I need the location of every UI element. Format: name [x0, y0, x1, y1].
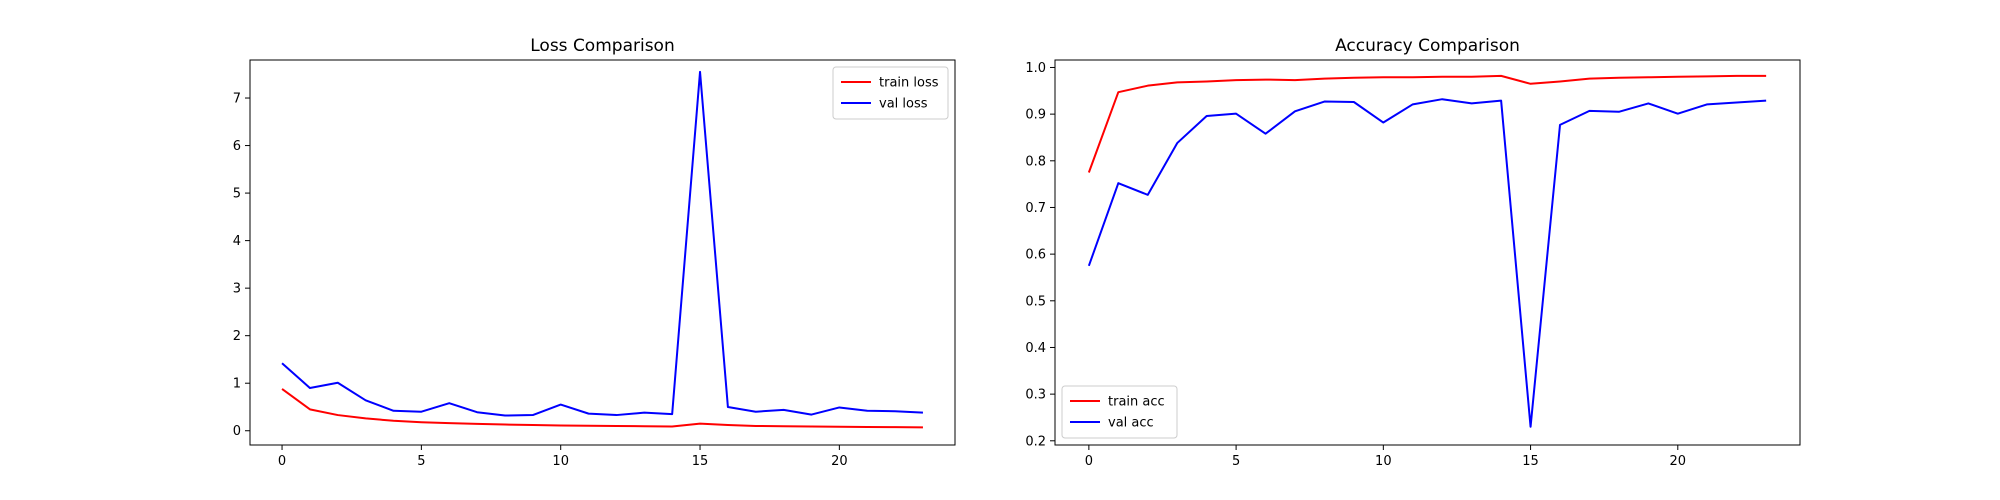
- x-tick-label: 5: [417, 454, 425, 469]
- legend: train acc val acc: [1061, 385, 1178, 439]
- x-tick-label: 20: [1670, 454, 1687, 469]
- y-tick-label: 0.9: [1025, 108, 1046, 123]
- x-tick-label: 20: [831, 454, 848, 469]
- x-tick-label: 15: [1522, 454, 1539, 469]
- y-tick-label: 1.0: [1025, 61, 1046, 76]
- y-tick-label: 3: [233, 282, 241, 297]
- y-tick-label: 0.6: [1025, 248, 1046, 263]
- x-tick-label: 10: [1375, 454, 1392, 469]
- axes-frame: [1054, 59, 1801, 446]
- legend-label: train loss: [879, 76, 939, 91]
- y-tick-label: 0.5: [1025, 294, 1046, 309]
- legend-box: [1061, 385, 1178, 439]
- series-line-train-acc: [1087, 74, 1767, 173]
- y-tick-label: 0.2: [1025, 434, 1046, 449]
- y-tick-label: 0: [233, 424, 241, 439]
- chart-title: Loss Comparison: [530, 36, 674, 56]
- y-tick-label: 6: [233, 139, 241, 154]
- legend-label: val loss: [879, 97, 928, 112]
- x-tick-label: 10: [552, 454, 569, 469]
- y-tick-label: 5: [233, 187, 241, 202]
- series-line-val-loss: [281, 70, 924, 417]
- x-tick-label: 0: [278, 454, 286, 469]
- legend-label: val acc: [1108, 416, 1154, 431]
- axes-frame: [249, 59, 956, 446]
- legend-box: [832, 66, 949, 120]
- y-tick-label: 4: [233, 234, 241, 249]
- y-tick-label: 0.3: [1025, 388, 1046, 403]
- chart-1: Loss Comparison 0 5 10 15 20 0 1 2 3 4 5 6 7 train los…: [233, 36, 956, 469]
- x-tick-label: 0: [1085, 454, 1093, 469]
- x-tick-label: 15: [692, 454, 709, 469]
- y-tick-label: 2: [233, 329, 241, 344]
- legend-label: train acc: [1108, 395, 1165, 410]
- series-line-train-loss: [281, 388, 923, 429]
- series-line-val-acc: [1087, 98, 1767, 428]
- y-tick-label: 0.8: [1025, 154, 1046, 169]
- chart-title: Accuracy Comparison: [1335, 36, 1520, 56]
- legend: train loss val loss: [832, 66, 949, 120]
- chart-2: Accuracy Comparison 0 5 10 15 20 0.2 0.3 0.4 0.5 0…: [1025, 36, 1801, 469]
- y-tick-label: 7: [233, 92, 241, 107]
- y-tick-label: 0.4: [1025, 341, 1046, 356]
- x-tick-label: 5: [1232, 454, 1240, 469]
- y-tick-label: 1: [233, 377, 241, 392]
- y-tick-label: 0.7: [1025, 201, 1046, 216]
